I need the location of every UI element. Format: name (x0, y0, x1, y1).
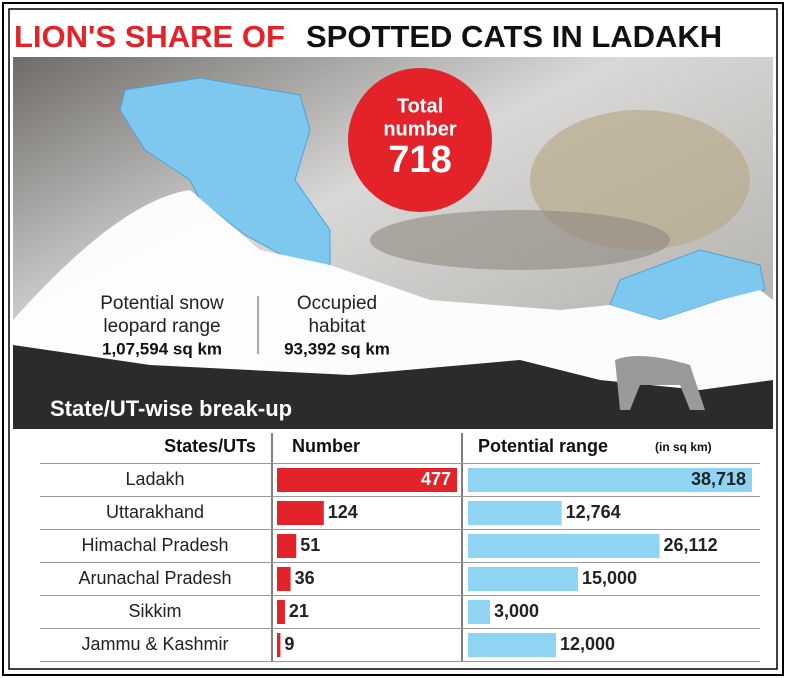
total-value: 718 (388, 139, 451, 181)
section-title: State/UT-wise break-up (50, 396, 292, 421)
bar (468, 567, 579, 591)
title-black: SPOTTED CATS IN LADAKH (306, 19, 722, 54)
category-label: Uttarakhand (106, 502, 204, 522)
bar (468, 600, 491, 624)
value-label: 12,764 (566, 502, 621, 522)
value-label: 3,000 (494, 601, 539, 621)
value-label: 477 (421, 469, 451, 489)
category-label: Sikkim (129, 601, 182, 621)
value-label: 21 (289, 601, 309, 621)
habitat-label: habitat (308, 316, 366, 337)
bar (468, 468, 752, 492)
value-label: 26,112 (664, 535, 718, 555)
column-header: States/UTs (164, 436, 256, 456)
category-label: Ladakh (125, 469, 184, 489)
bar (468, 534, 660, 558)
value-label: 15,000 (582, 568, 637, 588)
bar (277, 567, 291, 591)
habitat-value: 93,392 sq km (284, 339, 390, 358)
bar (468, 633, 557, 657)
category-label: Jammu & Kashmir (81, 634, 228, 654)
total-badge (348, 68, 492, 212)
category-label: Arunachal Pradesh (78, 568, 231, 588)
range-label: Potential snow (100, 293, 224, 314)
value-label: 51 (300, 535, 320, 555)
value-label: 9 (284, 634, 294, 654)
bar (277, 600, 285, 624)
title-red: LION'S SHARE OF (14, 19, 285, 54)
column-header: Number (292, 436, 360, 456)
column-header: Potential range (478, 436, 608, 456)
value-label: 36 (295, 568, 315, 588)
bar (468, 501, 562, 525)
value-label: 12,000 (560, 634, 615, 654)
bar (277, 468, 457, 492)
range-value: 1,07,594 sq km (102, 339, 222, 358)
bar (277, 501, 324, 525)
table: States/UTs Number Potential range (in sq… (164, 433, 712, 662)
value-label: 124 (328, 502, 358, 522)
bar (277, 534, 297, 558)
habitat-label: Occupied (297, 293, 377, 314)
category-label: Himachal Pradesh (81, 535, 228, 555)
column-unit: (in sq km) (655, 440, 712, 454)
value-label: 38,718 (691, 469, 746, 489)
total-label: Total (397, 95, 443, 117)
total-label: number (383, 118, 457, 140)
bar (277, 633, 281, 657)
range-label: leopard range (103, 316, 220, 337)
photo (13, 57, 773, 429)
frame-inner (8, 8, 778, 670)
